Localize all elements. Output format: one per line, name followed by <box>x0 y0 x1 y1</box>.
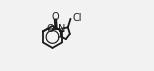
Text: O: O <box>52 12 59 22</box>
Text: O: O <box>47 24 55 34</box>
Text: Cl: Cl <box>72 13 82 23</box>
Text: N: N <box>58 24 65 34</box>
